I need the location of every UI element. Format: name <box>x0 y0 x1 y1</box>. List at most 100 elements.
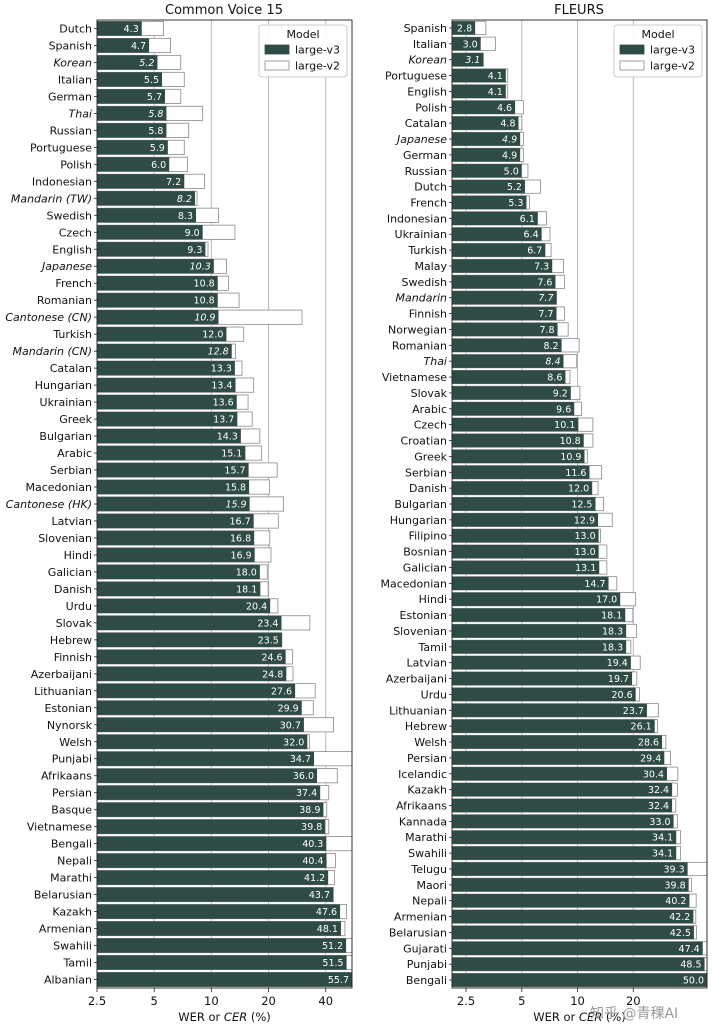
bar-large-v3 <box>97 157 170 172</box>
category-label: Persian <box>407 752 447 765</box>
bar-value-label: 18.1 <box>601 611 622 622</box>
bar-large-v3 <box>452 957 705 971</box>
category-label: Estonian <box>45 702 92 715</box>
bar-value-label: 14.3 <box>217 432 238 443</box>
bar-large-v3 <box>97 38 150 53</box>
category-label: Punjabi <box>52 753 92 766</box>
bar-value-label: 17.0 <box>596 595 617 606</box>
bar-value-label: 16.7 <box>230 516 251 527</box>
bar-large-v3 <box>97 174 185 189</box>
bar-large-v3 <box>452 973 707 987</box>
category-label: Russian <box>50 124 92 137</box>
bar-large-v3 <box>452 53 484 67</box>
category-label: French <box>55 277 92 290</box>
bar-value-label: 7.2 <box>166 177 181 188</box>
bar-value-label: 16.9 <box>230 550 251 561</box>
bar-large-v3 <box>452 338 562 352</box>
bar-large-v3 <box>97 225 203 240</box>
x-axis-label: WER or CER (%) <box>533 1010 626 1024</box>
category-label: Greek <box>59 413 92 426</box>
category-label: Azerbaijani <box>386 673 447 686</box>
xtick-label: 5 <box>518 994 525 1008</box>
bar-large-v3 <box>97 394 237 410</box>
bar-large-v3 <box>452 132 521 146</box>
bar-value-label: 8.2 <box>543 341 558 352</box>
category-label: Malay <box>414 260 447 273</box>
xtick-label: 20 <box>261 994 276 1008</box>
category-label: Turkish <box>52 328 92 341</box>
bar-value-label: 18.0 <box>236 567 257 578</box>
bar-value-label: 13.0 <box>574 547 595 558</box>
category-label: Hindi <box>64 549 92 562</box>
xtick-label: 20 <box>626 994 641 1008</box>
category-label: Nepali <box>412 895 447 908</box>
category-label: Norwegian <box>388 323 447 336</box>
bar-large-v3 <box>452 322 558 337</box>
bar-large-v3 <box>97 344 232 359</box>
category-label: Gujarati <box>403 942 447 955</box>
category-label: Tamil <box>63 957 92 970</box>
legend-swatch <box>619 60 645 71</box>
bar-large-v3 <box>97 462 249 478</box>
category-label: Basque <box>51 804 92 817</box>
category-label: English <box>407 85 447 98</box>
category-label: Spanish <box>49 39 92 52</box>
bar-large-v3 <box>97 887 334 902</box>
x-axis-label-suffix: (%) <box>247 1010 271 1024</box>
bar-large-v3 <box>452 862 688 876</box>
category-label: Marathi <box>405 831 447 844</box>
bar-large-v3 <box>452 608 626 622</box>
bar-value-label: 12.0 <box>568 484 589 495</box>
bar-value-label: 34.7 <box>290 754 311 765</box>
bar-large-v3 <box>97 530 255 546</box>
bar-large-v3 <box>97 140 168 155</box>
bar-large-v3 <box>97 768 318 783</box>
bar-value-label: 47.4 <box>679 944 700 955</box>
category-label: Serbian <box>50 464 92 477</box>
category-label: Swedish <box>402 276 448 289</box>
category-label: Czech <box>59 226 92 239</box>
bar-value-label: 12.9 <box>574 515 595 526</box>
bar-value-label: 10.9 <box>194 313 215 324</box>
bar-value-label: 24.6 <box>261 652 282 663</box>
category-label: Albanian <box>44 974 92 987</box>
category-label: Lithuanian <box>389 704 447 717</box>
bar-large-v3 <box>452 354 564 368</box>
bar-value-label: 29.9 <box>278 703 299 714</box>
bar-value-label: 50.0 <box>683 976 704 987</box>
category-label: Hungarian <box>390 514 447 527</box>
bar-value-label: 24.8 <box>262 669 283 680</box>
bar-large-v3 <box>97 819 326 834</box>
category-label: Latvian <box>52 515 92 528</box>
bar-value-label: 4.3 <box>124 24 139 35</box>
bar-large-v3 <box>452 751 665 765</box>
bar-value-label: 6.1 <box>520 214 535 225</box>
bar-large-v3 <box>97 717 304 732</box>
bar-large-v3 <box>452 116 519 130</box>
xtick-label: 10 <box>570 994 585 1008</box>
bar-value-label: 7.8 <box>539 325 554 336</box>
bar-value-label: 15.7 <box>224 466 245 477</box>
bar-large-v3 <box>97 89 165 104</box>
bar-large-v3 <box>452 211 538 226</box>
bar-large-v3 <box>452 259 553 273</box>
category-label: Japanese <box>395 133 447 146</box>
category-label: Korean <box>408 54 447 67</box>
bar-value-label: 19.7 <box>608 674 629 685</box>
legend-swatch <box>264 44 290 55</box>
category-label: Urdu <box>66 600 92 613</box>
bar-large-v3 <box>97 327 227 342</box>
xtick-label: 2.5 <box>457 994 475 1008</box>
category-label: Turkish <box>407 244 447 257</box>
category-label: Dutch <box>414 181 447 194</box>
category-label: Catalan <box>405 117 447 130</box>
category-label: Indonesian <box>32 175 92 188</box>
bar-large-v3 <box>97 242 206 257</box>
category-label: Vietnamese <box>382 371 447 384</box>
bar-large-v3 <box>452 68 506 83</box>
category-label: Korean <box>53 56 92 69</box>
bar-large-v3 <box>97 208 196 223</box>
bar-value-label: 27.6 <box>271 686 292 697</box>
category-label: Portuguese <box>385 70 447 83</box>
bar-large-v3 <box>97 870 329 885</box>
